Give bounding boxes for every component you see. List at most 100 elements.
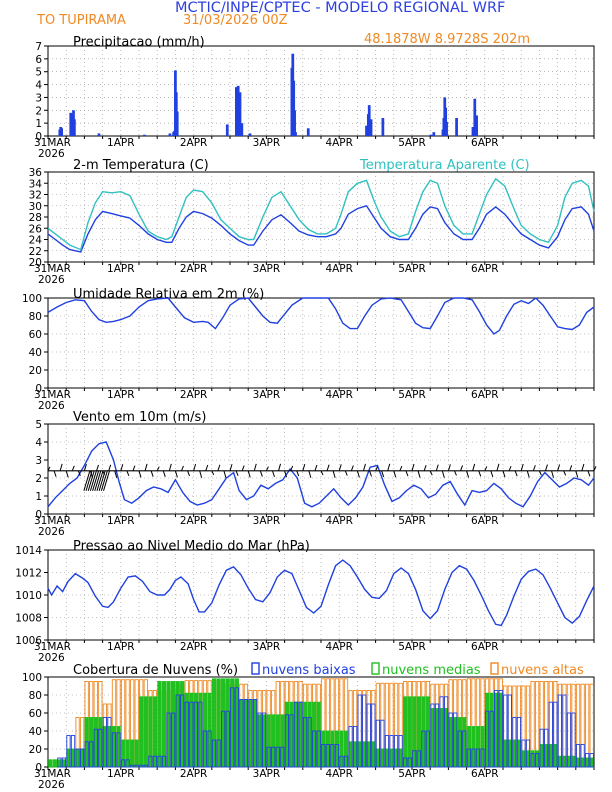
- cloud-mid-bar: [230, 678, 235, 768]
- cloud-low-bar: [484, 710, 490, 768]
- cloud-low-bar: [252, 699, 258, 768]
- wind-barb: [369, 470, 373, 477]
- precip-bar: [240, 123, 244, 136]
- cloud-low-bar: [239, 699, 244, 768]
- cloud-mid-bar: [89, 717, 94, 768]
- wind-barb: [96, 464, 100, 471]
- cloud-mid-bar: [180, 681, 185, 768]
- cloud-low-bar: [207, 730, 212, 768]
- cloud-low-bar: [566, 712, 572, 768]
- cloud-mid-bar: [189, 692, 194, 768]
- x-label-3APR: 3APR: [253, 137, 281, 149]
- cloud-mid-bar: [84, 717, 89, 768]
- wind-barb: [593, 466, 597, 472]
- temperature-line: [47, 204, 595, 253]
- wind-barb: [466, 470, 470, 478]
- cloud-mid-bar: [434, 708, 440, 768]
- cloud-low-bar: [539, 728, 544, 768]
- cloud-low-bar: [434, 703, 440, 768]
- cloud-mid-bar: [170, 681, 176, 768]
- cloud-mid-bar: [557, 755, 563, 768]
- wind-barb: [205, 464, 209, 471]
- wind-barb: [417, 470, 421, 478]
- wind-barb-strong: [96, 470, 104, 491]
- wind-barb: [490, 470, 494, 478]
- precip-bar: [381, 118, 385, 136]
- y-tick-label: 1: [35, 491, 42, 503]
- cloud-low-bar: [157, 755, 162, 768]
- cloud-low-bar: [575, 744, 581, 768]
- cloud-low-bar: [202, 730, 208, 768]
- cloud-mid-bar: [75, 748, 80, 768]
- y-tick-label: 1008: [15, 613, 42, 625]
- cloud-mid-bar: [248, 699, 253, 768]
- cloud-low-bar: [130, 764, 135, 768]
- wind-barb: [563, 470, 567, 476]
- wind-barb: [296, 470, 300, 477]
- cloud-low-bar: [298, 701, 303, 768]
- wind-barb: [150, 470, 154, 477]
- cloud-high-bar: [562, 683, 567, 768]
- y-tick-label: 24: [29, 235, 43, 247]
- cloud-low-bar: [271, 746, 276, 768]
- wind-barb-strong: [98, 470, 106, 491]
- wind-barb: [338, 464, 342, 471]
- wind-barb: [235, 470, 239, 476]
- wind-barb: [290, 465, 294, 471]
- cloud-mid-bar: [462, 717, 467, 768]
- cloud-mid-bar: [366, 741, 371, 768]
- cloud-low-bar: [293, 701, 299, 768]
- wind-barb: [399, 465, 403, 471]
- cloud-mid-bar: [403, 696, 408, 768]
- y-tick-label: 22: [29, 246, 42, 258]
- cloud-low-bar: [384, 735, 390, 768]
- wind-barb: [393, 470, 397, 478]
- cloud-low-bar: [225, 710, 230, 768]
- precip-bar: [175, 111, 179, 136]
- cloud-high-bar: [580, 683, 585, 768]
- legend-high-swatch: [490, 662, 499, 675]
- wind-speed-line: [47, 441, 595, 508]
- wind-barb: [156, 466, 160, 472]
- cloud-mid-bar: [266, 714, 271, 768]
- wind-barb: [120, 464, 124, 471]
- cloud-mid-bar: [544, 744, 549, 768]
- cloud-low-bar: [211, 739, 217, 768]
- cloud-mid-bar: [193, 692, 198, 768]
- precip-bar: [238, 92, 242, 136]
- x-label-2APR: 2APR: [180, 768, 208, 780]
- x-label-2APR: 2APR: [180, 641, 208, 653]
- cloud-low-bar: [221, 710, 226, 768]
- x-label-first: 31MAR: [34, 389, 71, 401]
- cloud-mid-bar: [61, 759, 67, 768]
- cloud-mid-bar: [52, 759, 57, 768]
- cloud-mid-bar: [252, 699, 258, 768]
- x-label-4APR: 4APR: [325, 137, 353, 149]
- x-label-6APR: 6APR: [471, 515, 499, 527]
- x-label-5APR: 5APR: [398, 768, 426, 780]
- cloud-mid-bar: [348, 741, 353, 768]
- cloud-low-bar: [589, 753, 594, 768]
- wind-barb: [362, 463, 366, 471]
- cloud-low-bar: [170, 712, 176, 768]
- precip-bar: [294, 132, 297, 136]
- cloud-mid-bar: [262, 714, 267, 768]
- cloud-low-bar: [107, 717, 112, 768]
- wind-barb: [47, 466, 51, 472]
- cloud-mid-bar: [484, 692, 490, 768]
- x-label-1APR: 1APR: [107, 263, 135, 275]
- cloud-mid-bar: [339, 730, 344, 768]
- cloud-mid-bar: [275, 714, 280, 768]
- wind-barb: [168, 463, 172, 471]
- precip-bar: [369, 119, 373, 136]
- cloud-mid-bar: [239, 699, 244, 768]
- cloud-low-bar: [557, 694, 563, 768]
- cloud-mid-bar: [312, 701, 317, 768]
- cloud-mid-bar: [412, 696, 417, 768]
- cloud-mid-bar: [421, 696, 426, 768]
- x-label-6APR: 6APR: [471, 641, 499, 653]
- cloud-low-bar: [416, 750, 421, 768]
- cloud-mid-bar: [371, 741, 376, 768]
- wind-barb: [302, 463, 306, 471]
- cloud-low-bar: [248, 699, 253, 768]
